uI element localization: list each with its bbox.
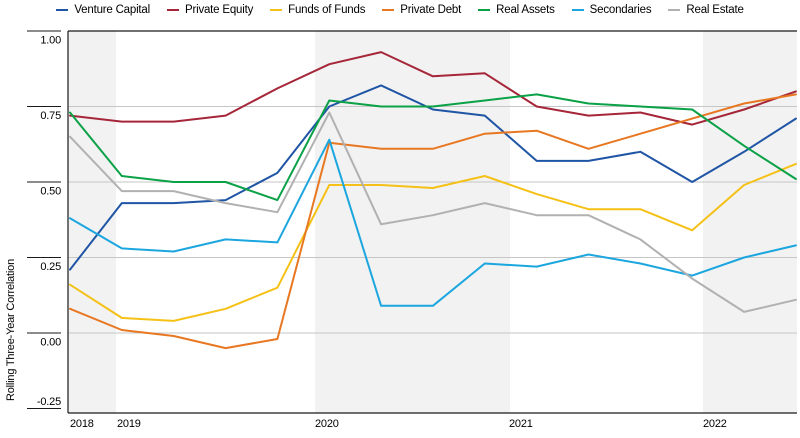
y-tick-label: 0.25: [40, 261, 61, 273]
legend-label: Private Equity: [184, 4, 254, 16]
legend-item-secondaries[interactable]: Secondaries: [571, 4, 652, 16]
y-tick-label: 0.50: [40, 186, 61, 198]
legend-label: Funds of Funds: [288, 4, 366, 16]
x-tick-label-2022: 2022: [703, 418, 727, 430]
legend-label: Real Estate: [686, 4, 744, 16]
legend-color-dash: [166, 8, 179, 12]
shaded-band-2020: [315, 31, 510, 413]
y-tick-label: 1.00: [40, 35, 61, 47]
legend-color-dash: [270, 8, 283, 12]
y-tick-label: 0.75: [40, 110, 61, 122]
legend-item-real-estate[interactable]: Real Estate: [668, 4, 744, 16]
chart-legend: Venture Capital Private Equity Funds of Fu…: [0, 4, 800, 16]
legend-label: Venture Capital: [74, 4, 150, 16]
legend-color-dash: [56, 8, 69, 12]
legend-item-private-equity[interactable]: Private Equity: [166, 4, 254, 16]
y-tick-label: -0.25: [37, 396, 61, 408]
legend-label: Real Assets: [496, 4, 555, 16]
legend-label: Private Debt: [400, 4, 462, 16]
series-line-secondaries: [69, 138, 797, 307]
legend-color-dash: [478, 8, 491, 12]
shaded-band-2022: [703, 31, 797, 413]
x-tick-label-2020: 2020: [315, 418, 339, 430]
series-line-real-assets: [69, 93, 797, 202]
series-line-private-debt: [69, 93, 797, 350]
legend-color-dash: [571, 8, 584, 12]
legend-item-real-assets[interactable]: Real Assets: [478, 4, 555, 16]
series-line-real-estate: [69, 111, 797, 313]
y-axis-title: Rolling Three-Year Correlation: [5, 259, 17, 401]
legend-color-dash: [668, 8, 681, 12]
series-line-funds-of-funds: [69, 162, 797, 322]
y-tick-label: 0.00: [40, 337, 61, 349]
x-tick-label-2019: 2019: [117, 418, 141, 430]
x-tick-label-2018: 2018: [70, 418, 94, 430]
legend-item-private-debt[interactable]: Private Debt: [382, 4, 461, 16]
x-tick-label-2021: 2021: [509, 418, 533, 430]
series-line-venture-capital: [69, 84, 797, 271]
series-line-private-equity: [69, 51, 797, 126]
legend-color-dash: [382, 8, 395, 12]
legend-item-funds-of-funds[interactable]: Funds of Funds: [270, 4, 365, 16]
legend-label: Secondaries: [589, 4, 652, 16]
legend-item-venture-capital[interactable]: Venture Capital: [56, 4, 150, 16]
